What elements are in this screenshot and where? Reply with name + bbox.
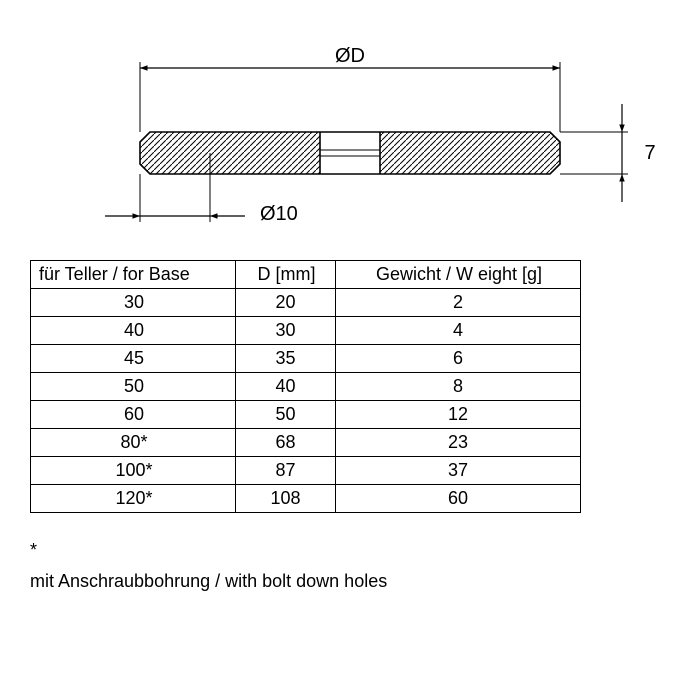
table-row: 50408 <box>31 373 581 401</box>
asterisk-marker: * <box>30 535 680 566</box>
table-row: 80*6823 <box>31 429 581 457</box>
drawing-svg: ØD Ø10 7 <box>40 20 660 230</box>
table-cell: 45 <box>31 345 236 373</box>
table-cell: 8 <box>336 373 581 401</box>
table-header-row: für Teller / for Base D [mm] Gewicht / W… <box>31 261 581 289</box>
table-cell: 60 <box>336 485 581 513</box>
table-cell: 50 <box>236 401 336 429</box>
footnote: * mit Anschraubbohrung / with bolt down … <box>30 535 680 596</box>
table-row: 100*8737 <box>31 457 581 485</box>
footnote-text: mit Anschraubbohrung / with bolt down ho… <box>30 566 680 597</box>
svg-text:7: 7 <box>644 142 655 164</box>
table-row: 605012 <box>31 401 581 429</box>
table-cell: 87 <box>236 457 336 485</box>
table-cell: 120* <box>31 485 236 513</box>
table-row: 40304 <box>31 317 581 345</box>
table-cell: 40 <box>236 373 336 401</box>
table-cell: 23 <box>336 429 581 457</box>
table-cell: 68 <box>236 429 336 457</box>
technical-drawing: ØD Ø10 7 <box>40 20 660 230</box>
table-cell: 35 <box>236 345 336 373</box>
table-cell: 4 <box>336 317 581 345</box>
table-row: 120*10860 <box>31 485 581 513</box>
svg-text:Ø10: Ø10 <box>260 203 298 225</box>
table-cell: 20 <box>236 289 336 317</box>
svg-text:ØD: ØD <box>335 45 365 67</box>
table-cell: 12 <box>336 401 581 429</box>
table-cell: 2 <box>336 289 581 317</box>
col-weight: Gewicht / W eight [g] <box>336 261 581 289</box>
table-cell: 100* <box>31 457 236 485</box>
table-cell: 40 <box>31 317 236 345</box>
table-cell: 80* <box>31 429 236 457</box>
spec-table: für Teller / for Base D [mm] Gewicht / W… <box>30 260 581 513</box>
page: ØD Ø10 7 für Teller / for Base D [mm] Gewi… <box>20 20 680 680</box>
table-row: 45356 <box>31 345 581 373</box>
table-cell: 30 <box>31 289 236 317</box>
table-row: 30202 <box>31 289 581 317</box>
table-cell: 30 <box>236 317 336 345</box>
col-base: für Teller / for Base <box>31 261 236 289</box>
table-cell: 50 <box>31 373 236 401</box>
table-cell: 6 <box>336 345 581 373</box>
table-cell: 37 <box>336 457 581 485</box>
table-cell: 108 <box>236 485 336 513</box>
table-cell: 60 <box>31 401 236 429</box>
col-d: D [mm] <box>236 261 336 289</box>
